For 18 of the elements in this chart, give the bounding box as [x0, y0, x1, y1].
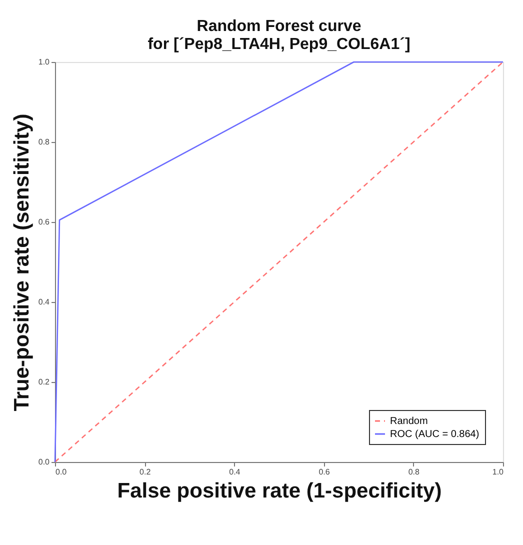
y-tick-label: 0.2 [38, 378, 50, 386]
y-tick-label: 0.6 [38, 218, 50, 226]
x-tick-label: 0.4 [229, 468, 241, 476]
y-tick-label: 1.0 [38, 58, 50, 66]
y-tick-label: 0.4 [38, 298, 50, 306]
text: Random Forest curve [196, 18, 362, 35]
x-tick-label: 1.0 [492, 468, 504, 476]
y-axis-title: True-positive rate (sensitivity) [10, 114, 34, 412]
text: for [´Pep8_LTA4H, Pep9_COL6A1´] [148, 36, 410, 53]
x-tick-label: 0.8 [408, 468, 420, 476]
x-axis-title: False positive rate (1-specificity) [117, 480, 442, 502]
x-tick-label: 0.2 [140, 468, 152, 476]
legend-label: Random [390, 416, 428, 427]
y-tick-label: 0.8 [38, 138, 50, 146]
x-tick-label: 0.0 [56, 468, 68, 476]
x-tick-label: 0.6 [318, 468, 330, 476]
y-tick-label: 0.0 [38, 458, 50, 466]
legend-label: ROC (AUC = 0.864) [390, 429, 480, 440]
